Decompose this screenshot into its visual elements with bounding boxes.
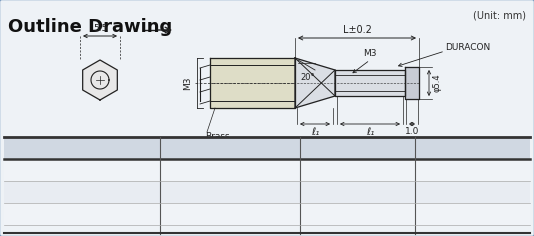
Polygon shape xyxy=(210,58,295,108)
Bar xyxy=(4,137,530,159)
Polygon shape xyxy=(405,67,419,99)
Text: DURACON: DURACON xyxy=(445,43,490,52)
Text: ADB-300: ADB-300 xyxy=(45,185,119,200)
Text: Full Thread: Full Thread xyxy=(327,187,388,198)
Text: 15: 15 xyxy=(223,210,237,219)
Bar xyxy=(4,159,530,181)
Text: Brass: Brass xyxy=(205,132,230,141)
Text: 1.0: 1.0 xyxy=(405,127,419,136)
Polygon shape xyxy=(83,60,117,100)
Text: 10: 10 xyxy=(223,187,237,198)
Text: 2.2: 2.2 xyxy=(464,187,482,198)
Text: L±0.2: L±0.2 xyxy=(343,25,372,35)
Text: Weight (g): Weight (g) xyxy=(439,143,506,153)
Text: Model Number: Model Number xyxy=(36,143,128,153)
Text: ℓ₁: ℓ₁ xyxy=(311,127,319,137)
Text: 0.8: 0.8 xyxy=(464,210,481,219)
Text: 5.5: 5.5 xyxy=(93,24,107,33)
Text: L: L xyxy=(226,143,233,153)
Text: M3: M3 xyxy=(184,76,192,90)
Text: 20°: 20° xyxy=(300,73,315,82)
Bar xyxy=(4,181,530,203)
Text: M3: M3 xyxy=(363,49,377,58)
Text: 6: 6 xyxy=(226,165,233,176)
Text: ℓ₁: ℓ₁ xyxy=(352,143,363,153)
Polygon shape xyxy=(295,58,335,108)
Polygon shape xyxy=(335,70,405,96)
Bar xyxy=(4,203,530,225)
Text: φ5.4: φ5.4 xyxy=(432,74,441,92)
Text: (Unit: mm): (Unit: mm) xyxy=(473,10,526,20)
Text: ℓ₁: ℓ₁ xyxy=(366,127,374,137)
Text: Full Thread: Full Thread xyxy=(327,210,388,219)
Text: Outline Drawing: Outline Drawing xyxy=(8,18,172,36)
Text: 1.4: 1.4 xyxy=(464,165,481,176)
Text: Full Thread: Full Thread xyxy=(327,165,388,176)
